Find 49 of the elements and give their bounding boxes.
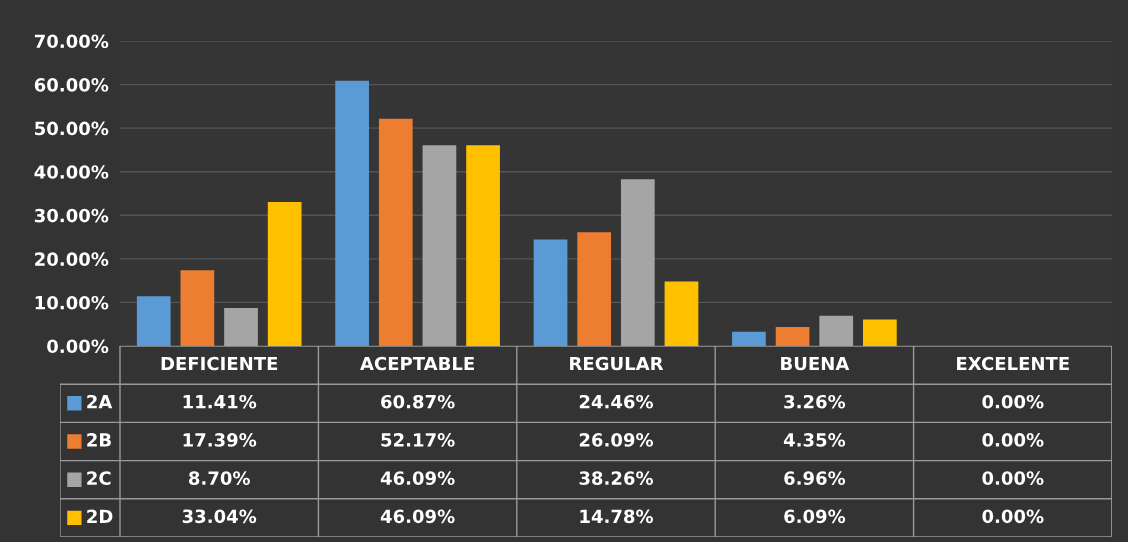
data-label: 0.00%	[982, 509, 1044, 524]
data-label: 14.78%	[580, 509, 654, 524]
bar	[863, 319, 897, 346]
data-label: 0.00%	[982, 394, 1044, 409]
x-tick-label: BUENA	[781, 356, 850, 371]
data-label: 4.35%	[783, 433, 846, 447]
data-label: 52.17%	[381, 433, 455, 447]
data-label: 6.09%	[784, 509, 846, 524]
y-tick-label: 20.00%	[35, 252, 109, 266]
y-tick-label: 30.00%	[34, 208, 109, 223]
bar	[664, 281, 699, 346]
data-label: 26.09%	[579, 433, 654, 447]
bar	[378, 118, 413, 346]
data-label: 38.26%	[579, 471, 654, 485]
data-label: 3.26%	[784, 394, 846, 409]
data-label: 46.09%	[380, 471, 455, 485]
data-label: 8.70%	[188, 471, 250, 485]
data-label: 46.09%	[380, 509, 455, 524]
data-label: 17.39%	[183, 433, 257, 447]
bar	[775, 327, 810, 346]
x-tick-label: EXCELENTE	[957, 356, 1069, 371]
bar	[466, 145, 500, 346]
y-tick-label: 10.00%	[35, 295, 109, 310]
x-tick-label: DEFICIENTE	[161, 356, 278, 371]
bar	[136, 296, 171, 346]
data-label: 24.46%	[579, 394, 654, 409]
bar	[267, 202, 302, 346]
bar	[577, 232, 612, 346]
y-tick-label: 60.00%	[34, 78, 109, 92]
bar	[533, 239, 568, 346]
data-label: 11.41%	[183, 394, 257, 409]
bar	[732, 331, 766, 346]
y-tick-label: 70.00%	[34, 34, 109, 49]
legend-label: 2C	[87, 471, 111, 485]
data-label: 0.00%	[982, 471, 1044, 485]
data-label: 6.96%	[784, 471, 846, 485]
x-tick-label: ACEPTABLE	[360, 356, 474, 371]
y-tick-label: 50.00%	[35, 121, 109, 136]
bar	[180, 270, 215, 346]
legend-label: 2B	[87, 433, 111, 447]
data-label: 60.87%	[381, 394, 455, 409]
y-tick-label: 40.00%	[34, 165, 109, 179]
y-tick-label: 0.00%	[47, 339, 109, 354]
bar	[335, 80, 369, 346]
data-label: 33.04%	[182, 509, 257, 524]
data-label: 0.00%	[982, 433, 1044, 447]
legend-label: 2A	[87, 394, 113, 409]
legend-label: 2D	[87, 509, 113, 523]
x-tick-label: REGULAR	[570, 356, 664, 371]
